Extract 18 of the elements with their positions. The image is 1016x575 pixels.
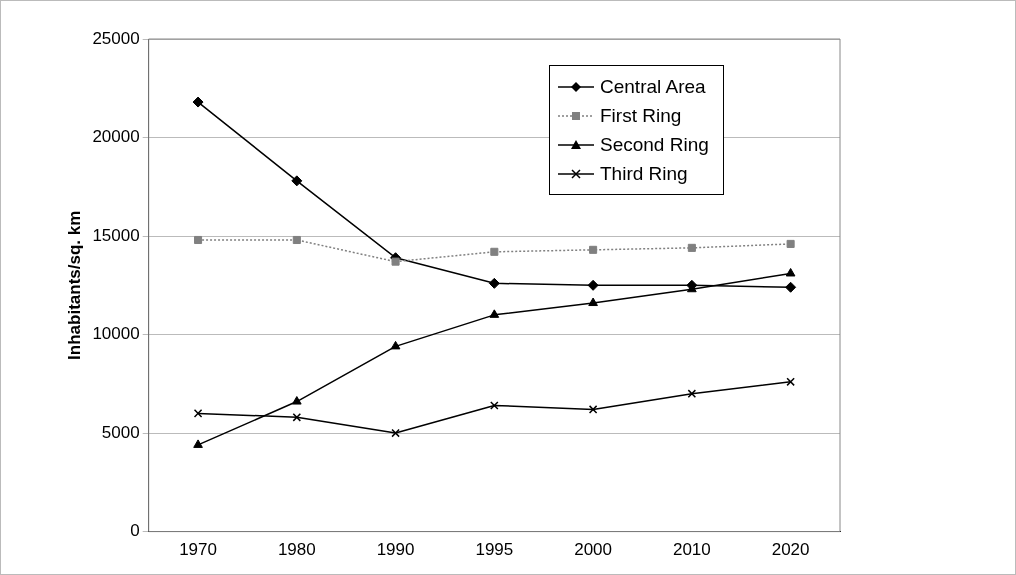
x-tick-label: 1995	[475, 540, 514, 560]
legend-label: Second Ring	[600, 133, 709, 156]
x-tick-label: 1990	[376, 540, 415, 560]
y-tick-label: 0	[130, 521, 140, 541]
y-tick-label: 5000	[101, 422, 140, 442]
y-tick-label: 25000	[92, 28, 140, 48]
legend-label: Central Area	[600, 75, 706, 98]
y-tick-label: 20000	[92, 127, 140, 147]
x-tick-label: 1970	[179, 540, 217, 560]
x-tick-label: 2010	[672, 540, 711, 560]
x-tick-label: 2020	[771, 540, 810, 560]
y-tick-label: 15000	[92, 225, 140, 245]
legend-label: First Ring	[600, 104, 682, 127]
y-axis-title: Inhabitants/sq. km	[64, 210, 84, 360]
legend-label: Third Ring	[600, 162, 688, 185]
x-tick-label: 2000	[574, 540, 613, 560]
x-tick-label: 1980	[277, 540, 316, 560]
y-tick-label: 10000	[92, 324, 140, 344]
